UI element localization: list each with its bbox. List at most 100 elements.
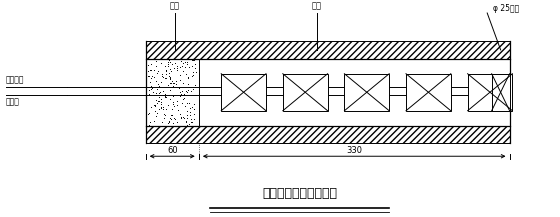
Point <box>164 121 172 124</box>
Text: 导爆索: 导爆索 <box>6 98 20 107</box>
Bar <box>492 74 510 111</box>
Point <box>147 77 156 80</box>
Point <box>152 112 161 115</box>
Point <box>162 107 171 111</box>
Point <box>192 70 200 74</box>
Point <box>149 93 158 97</box>
Text: 竹片: 竹片 <box>312 2 321 11</box>
Point <box>188 121 197 124</box>
Point <box>190 107 199 111</box>
Bar <box>468 74 512 111</box>
Point <box>168 79 177 83</box>
Point <box>175 90 184 94</box>
Text: 毫秒雷管: 毫秒雷管 <box>6 76 24 85</box>
Point <box>156 80 165 84</box>
Point <box>180 97 189 100</box>
Point <box>191 62 200 66</box>
Point <box>184 76 193 80</box>
Point <box>185 107 194 110</box>
Point <box>157 105 166 109</box>
Point <box>169 81 178 85</box>
Bar <box>221 74 266 111</box>
Point <box>146 120 155 123</box>
Point <box>166 77 175 81</box>
Point <box>155 100 164 103</box>
Point <box>158 107 167 111</box>
Point <box>188 65 197 68</box>
Point <box>165 82 174 85</box>
Point <box>158 90 167 93</box>
Point <box>170 104 179 108</box>
Bar <box>344 74 389 111</box>
Point <box>176 116 185 119</box>
Bar <box>146 41 510 59</box>
Point <box>185 110 194 114</box>
Point <box>151 114 160 118</box>
Bar <box>146 126 510 143</box>
Point <box>162 68 171 72</box>
Point <box>189 70 198 74</box>
Point <box>151 60 160 63</box>
Point <box>150 75 159 79</box>
Text: 炮泥: 炮泥 <box>170 2 180 11</box>
Point <box>186 120 195 124</box>
Point <box>161 96 170 99</box>
Point <box>150 104 158 107</box>
Point <box>153 101 162 104</box>
Point <box>157 121 166 124</box>
Point <box>188 105 197 109</box>
Point <box>153 100 162 103</box>
Point <box>159 112 168 116</box>
Point <box>175 73 184 77</box>
Point <box>181 89 190 92</box>
Point <box>178 65 187 68</box>
Text: 周边眼装药结构示意图: 周边眼装药结构示意图 <box>262 187 337 200</box>
Point <box>183 123 192 126</box>
Point <box>145 123 154 127</box>
Point <box>165 74 174 78</box>
Point <box>190 66 199 69</box>
Point <box>183 101 192 104</box>
Point <box>173 66 182 70</box>
Point <box>184 85 193 89</box>
Point <box>160 116 169 120</box>
Point <box>183 113 192 117</box>
Point <box>166 75 175 79</box>
Point <box>147 74 156 77</box>
Point <box>185 65 194 69</box>
Point <box>179 98 188 101</box>
Text: 60: 60 <box>167 146 178 155</box>
Point <box>184 75 193 79</box>
Point <box>161 113 170 117</box>
Point <box>169 100 178 103</box>
Point <box>166 97 175 101</box>
Point <box>178 115 187 119</box>
Point <box>166 70 175 73</box>
Point <box>184 82 193 86</box>
Point <box>165 120 174 123</box>
Point <box>144 75 153 78</box>
Point <box>179 92 188 96</box>
Point <box>144 88 153 91</box>
Point <box>188 58 197 62</box>
Bar <box>283 74 328 111</box>
Point <box>148 90 157 94</box>
Point <box>170 81 179 84</box>
Point <box>157 100 166 103</box>
Text: 330: 330 <box>346 146 362 155</box>
Point <box>176 92 185 96</box>
Point <box>183 116 192 120</box>
Point <box>148 86 157 90</box>
Point <box>144 111 153 114</box>
Point <box>179 61 188 65</box>
Point <box>191 84 200 87</box>
Point <box>169 117 178 120</box>
Point <box>181 104 190 108</box>
Point <box>185 123 194 126</box>
Point <box>169 84 178 87</box>
Point <box>176 112 185 116</box>
Point <box>181 60 190 64</box>
Point <box>164 62 172 66</box>
Point <box>183 61 192 64</box>
Point <box>165 68 174 71</box>
